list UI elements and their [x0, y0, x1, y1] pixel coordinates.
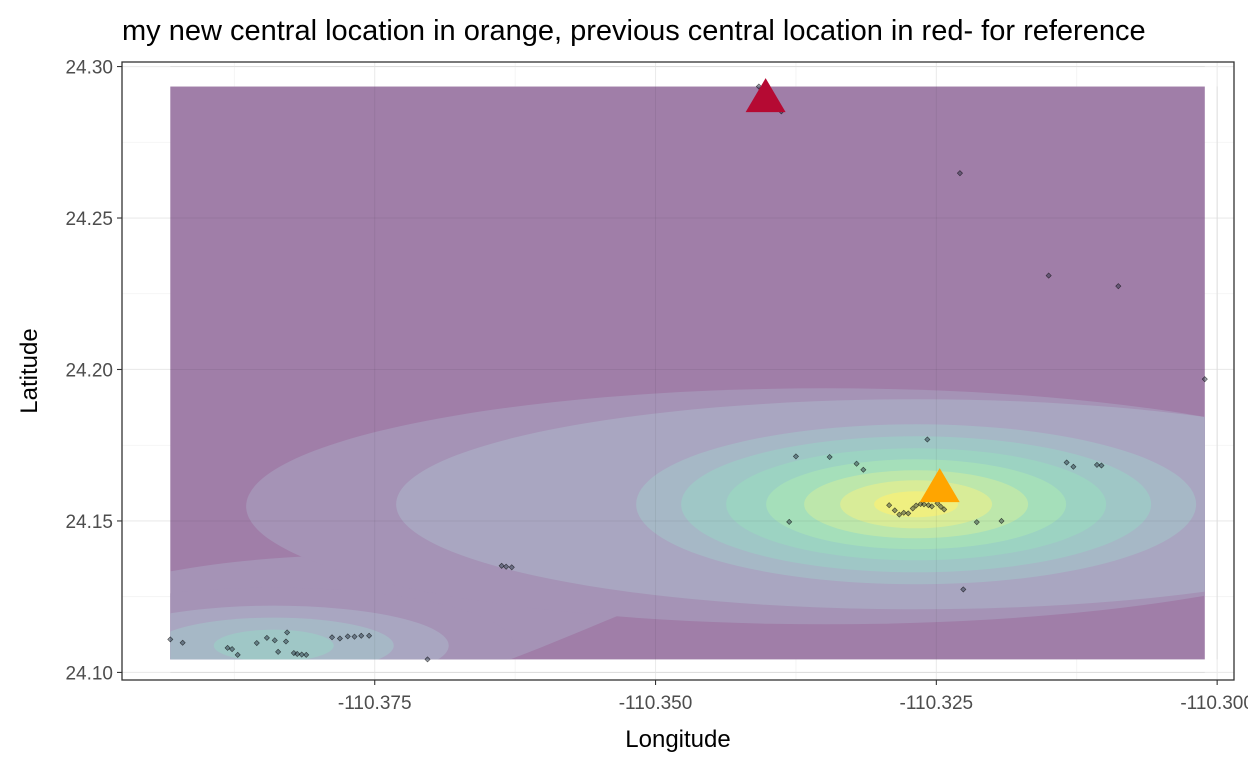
- data-point: [284, 629, 291, 636]
- data-point: [508, 564, 515, 571]
- data-point: [956, 170, 963, 177]
- data-point: [792, 453, 799, 460]
- data-point: [275, 648, 282, 655]
- x-axis: -110.375 -110.350 -110.325 -110.300: [338, 680, 1248, 714]
- x-tick-label: -110.350: [619, 693, 693, 714]
- data-point: [424, 656, 431, 663]
- data-point: [1093, 461, 1100, 468]
- data-point: [860, 466, 867, 473]
- data-point: [826, 454, 833, 461]
- data-point: [941, 506, 948, 513]
- data-point: [224, 644, 231, 651]
- data-point: [282, 638, 290, 645]
- data-point: [1063, 459, 1070, 466]
- new-central-location-marker: [919, 468, 960, 503]
- data-point: [1115, 283, 1122, 290]
- data-point: [294, 650, 301, 657]
- data-point: [234, 651, 241, 658]
- data-point: [498, 562, 505, 569]
- data-point: [786, 518, 793, 525]
- data-point: [886, 502, 893, 509]
- data-point: [263, 634, 270, 641]
- data-point: [298, 651, 305, 658]
- data-point: [503, 563, 510, 570]
- data-point: [179, 639, 186, 646]
- data-point: [755, 83, 762, 90]
- data-point: [928, 503, 935, 510]
- y-tick-label: 24.15: [65, 512, 113, 533]
- data-point: [934, 500, 941, 507]
- y-tick-label: 24.20: [65, 360, 113, 381]
- y-axis: 24.10 24.15 24.20 24.25 24.30: [65, 58, 122, 684]
- x-tick-label: -110.300: [1180, 693, 1248, 714]
- markers-layer: [745, 78, 960, 503]
- data-point: [271, 637, 278, 644]
- data-point: [973, 519, 980, 526]
- plot-panel: [121, 61, 1235, 681]
- previous-central-location-marker: [745, 78, 786, 113]
- data-point: [366, 632, 373, 639]
- data-point: [1070, 463, 1077, 470]
- data-point: [853, 460, 860, 467]
- data-point: [253, 640, 260, 647]
- data-point: [167, 636, 174, 643]
- data-point: [937, 503, 944, 510]
- density-contours: [170, 388, 1205, 660]
- data-point: [925, 502, 932, 509]
- data-point: [290, 650, 297, 657]
- chart-title: my new central location in orange, previ…: [122, 15, 1146, 47]
- data-point: [351, 633, 358, 640]
- data-point: [920, 501, 928, 508]
- y-tick-label: 24.30: [65, 58, 113, 79]
- data-point: [905, 510, 912, 517]
- y-tick-label: 24.25: [65, 209, 113, 230]
- x-tick-label: -110.325: [900, 693, 974, 714]
- grid-overlay: [170, 66, 1218, 673]
- y-tick-label: 24.10: [65, 663, 113, 684]
- data-point: [896, 511, 903, 518]
- data-point: [900, 509, 907, 516]
- data-point: [329, 634, 336, 641]
- data-point: [344, 633, 351, 640]
- data-point: [913, 502, 920, 509]
- data-point: [229, 646, 236, 653]
- x-axis-title: Longitude: [625, 726, 730, 753]
- data-point: [358, 632, 365, 639]
- data-point: [336, 635, 343, 642]
- panel-border: [121, 61, 1235, 681]
- data-point: [909, 505, 916, 512]
- data-point: [998, 517, 1005, 524]
- data-point: [960, 586, 967, 593]
- x-tick-label: -110.375: [338, 693, 412, 714]
- data-point: [924, 436, 931, 443]
- data-point: [303, 651, 310, 658]
- data-point: [1098, 462, 1105, 469]
- density-contour: [213, 629, 334, 660]
- data-point: [1045, 272, 1052, 279]
- data-point: [1201, 376, 1208, 383]
- data-point: [891, 507, 898, 514]
- density-layer: [170, 86, 1205, 660]
- points-layer: [167, 83, 1208, 663]
- y-axis-title: Latitude: [16, 328, 43, 413]
